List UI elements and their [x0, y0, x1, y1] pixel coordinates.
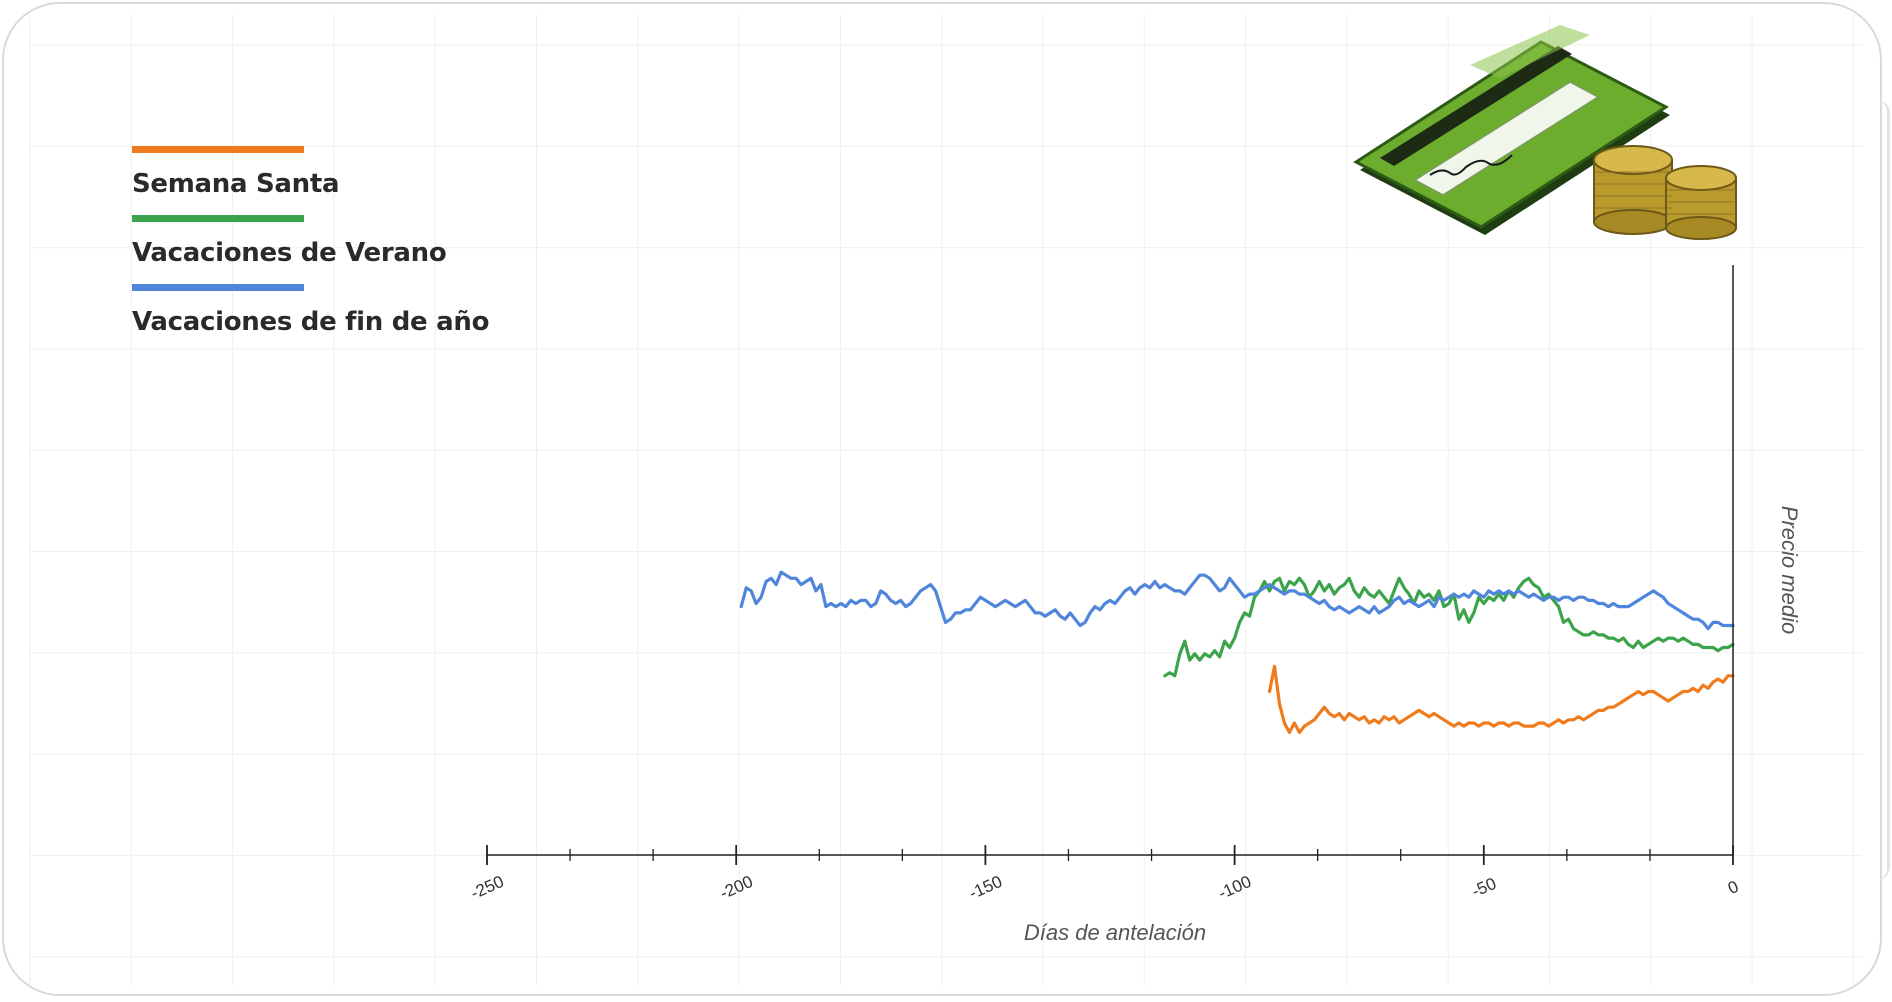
legend: Semana Santa Vacaciones de Verano Vacaci… — [132, 146, 489, 353]
x-tick-label: -250 — [468, 872, 507, 903]
legend-label: Vacaciones de fin de año — [132, 307, 490, 337]
legend-swatch — [132, 146, 304, 153]
legend-item-fin-de-ano: Vacaciones de fin de año — [132, 284, 489, 337]
legend-label: Vacaciones de Verano — [132, 238, 447, 268]
x-ticks: -250 -200 -150 -100 -50 0 — [468, 845, 1741, 903]
x-tick-label: 0 — [1725, 877, 1741, 898]
series-layer — [739, 570, 1735, 734]
series-line-0 — [1267, 664, 1735, 734]
credit-card-and-coins-icon — [1353, 25, 1737, 240]
x-axis-title: Días de antelación — [1024, 920, 1206, 945]
x-tick-label: -150 — [966, 872, 1005, 903]
axes: -250 -200 -150 -100 -50 0 — [468, 265, 1741, 903]
x-tick-label: -50 — [1469, 874, 1499, 901]
x-tick-label: -100 — [1215, 872, 1254, 903]
x-tick-label: -200 — [717, 872, 756, 903]
legend-item-semana-santa: Semana Santa — [132, 146, 489, 199]
legend-item-verano: Vacaciones de Verano — [132, 215, 489, 268]
series-line-2 — [739, 570, 1735, 631]
frame-edge — [1877, 100, 1890, 880]
legend-swatch — [132, 215, 304, 222]
y-axis-title: Precio medio — [1777, 506, 1802, 634]
legend-swatch — [132, 284, 304, 291]
legend-label: Semana Santa — [132, 169, 340, 199]
